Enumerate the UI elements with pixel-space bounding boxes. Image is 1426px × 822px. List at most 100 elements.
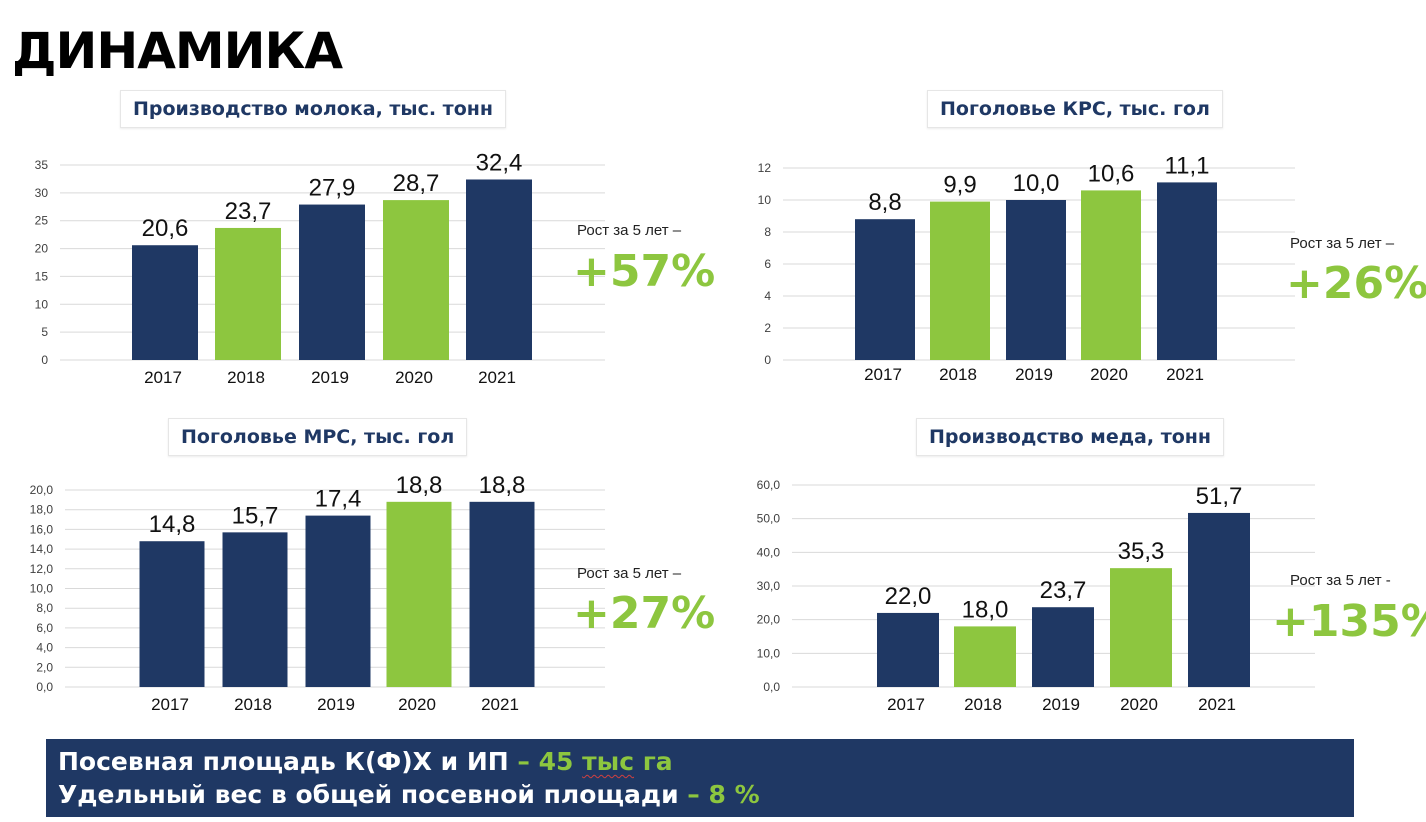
- y-tick-label: 2: [764, 321, 771, 335]
- bar-2018: [954, 626, 1016, 687]
- data-label-2021: 18,8: [479, 472, 526, 499]
- bar-2018: [215, 227, 281, 360]
- y-tick-label: 6,0: [36, 621, 53, 635]
- y-tick-label: 35: [35, 158, 49, 172]
- x-tick-label-2017: 2017: [151, 695, 189, 714]
- milk-growth-label: Рост за 5 лет –: [577, 222, 682, 239]
- data-label-2020: 28,7: [393, 170, 440, 197]
- y-tick-label: 15: [35, 269, 49, 283]
- share-value: – 8 %: [678, 780, 760, 809]
- milk-chart-title: Производство молока, тыс. тонн: [120, 90, 507, 128]
- sown-area-line: Посевная площадь К(Ф)Х и ИП – 45 тыс га: [58, 749, 673, 774]
- y-tick-label: 6: [764, 257, 771, 271]
- page-title: ДИНАМИКА: [12, 22, 343, 80]
- bar-2021: [1188, 512, 1250, 687]
- x-tick-label-2018: 2018: [939, 365, 977, 384]
- honey-growth-value: +135%: [1272, 596, 1426, 647]
- y-tick-label: 0: [41, 353, 48, 367]
- bar-2018: [222, 532, 288, 687]
- x-tick-label-2018: 2018: [234, 695, 272, 714]
- bar-2021: [1157, 182, 1217, 360]
- bar-2020: [383, 200, 449, 360]
- bar-2017: [132, 245, 198, 360]
- y-tick-label: 20,0: [757, 613, 781, 627]
- bar-2019: [1006, 200, 1066, 360]
- cattle-chart-title: Поголовье КРС, тыс. гол: [927, 90, 1223, 128]
- share-line: Удельный вес в общей посевной площади – …: [58, 782, 760, 807]
- bar-2017: [855, 219, 915, 360]
- bar-2019: [1032, 607, 1094, 687]
- y-tick-label: 8,0: [36, 601, 53, 615]
- data-label-2021: 11,1: [1165, 152, 1210, 179]
- y-tick-label: 10,0: [757, 646, 781, 660]
- x-tick-label-2017: 2017: [887, 695, 925, 714]
- bar-2020: [1110, 568, 1172, 687]
- y-tick-label: 2,0: [36, 660, 53, 674]
- x-tick-label-2018: 2018: [964, 695, 1002, 714]
- bar-2021: [466, 179, 532, 360]
- x-tick-label-2020: 2020: [398, 695, 436, 714]
- milk-chart: 0 5 10 15 20 25 30 35 20,6 2017 23,7 2018 27,9 2019 28…: [35, 149, 605, 387]
- y-tick-label: 40,0: [757, 545, 781, 559]
- small-cattle-growth-value: +27%: [573, 588, 716, 639]
- data-label-2018: 9,9: [943, 172, 976, 199]
- y-tick-label: 20,0: [30, 483, 54, 497]
- small-cattle-chart: 0,0 2,0 4,0 6,0 8,0 10,0 12,0 14,0 16,0 18,0 20,0 1…: [30, 472, 605, 714]
- y-tick-label: 12: [758, 161, 772, 175]
- y-tick-label: 25: [35, 214, 49, 228]
- data-label-2018: 18,0: [962, 596, 1009, 623]
- data-label-2017: 22,0: [885, 583, 932, 610]
- y-tick-label: 14,0: [30, 542, 54, 556]
- share-text: Удельный вес в общей посевной площади: [58, 780, 679, 809]
- sown-area-unit-ha: га: [634, 747, 673, 776]
- data-label-2021: 51,7: [1196, 483, 1243, 510]
- data-label-2019: 27,9: [309, 175, 356, 202]
- honey-chart-title: Производство меда, тонн: [916, 418, 1225, 456]
- bar-2017: [139, 541, 205, 687]
- sown-area-text: Посевная площадь К(Ф)Х и ИП: [58, 747, 509, 776]
- y-tick-label: 50,0: [757, 512, 781, 526]
- x-tick-label-2021: 2021: [1198, 695, 1236, 714]
- y-tick-label: 5: [41, 325, 48, 339]
- x-tick-label-2018: 2018: [227, 368, 265, 387]
- cattle-growth-label: Рост за 5 лет –: [1290, 235, 1395, 252]
- y-tick-label: 30: [35, 186, 49, 200]
- cattle-growth-value: +26%: [1286, 258, 1426, 309]
- y-tick-label: 0,0: [36, 680, 53, 694]
- y-tick-label: 8: [764, 225, 771, 239]
- milk-growth-value: +57%: [573, 246, 716, 297]
- bar-2019: [305, 515, 371, 687]
- x-tick-label-2020: 2020: [395, 368, 433, 387]
- x-tick-label-2021: 2021: [1166, 365, 1204, 384]
- x-tick-label-2019: 2019: [1015, 365, 1053, 384]
- y-tick-label: 20: [35, 242, 49, 256]
- x-tick-label-2019: 2019: [317, 695, 355, 714]
- honey-growth-label: Рост за 5 лет -: [1290, 572, 1391, 589]
- bar-2020: [386, 501, 452, 687]
- x-tick-label-2020: 2020: [1090, 365, 1128, 384]
- data-label-2020: 10,6: [1088, 160, 1135, 187]
- data-label-2020: 18,8: [396, 472, 443, 499]
- data-label-2017: 20,6: [142, 215, 189, 242]
- honey-chart: 0,0 10,0 20,0 30,0 40,0 50,0 60,0 22,0 2017 18,0 2…: [757, 478, 1315, 714]
- y-tick-label: 10: [758, 193, 772, 207]
- small-cattle-growth-label: Рост за 5 лет –: [577, 565, 682, 582]
- x-tick-label-2017: 2017: [864, 365, 902, 384]
- data-label-2019: 10,0: [1013, 170, 1060, 197]
- y-tick-label: 4,0: [36, 641, 53, 655]
- data-label-2018: 23,7: [225, 198, 272, 225]
- sown-area-dash-value: – 45: [508, 747, 583, 776]
- bar-2018: [930, 201, 990, 360]
- data-label-2021: 32,4: [476, 149, 523, 176]
- y-tick-label: 60,0: [757, 478, 781, 492]
- data-label-2017: 8,8: [868, 189, 901, 216]
- y-tick-label: 0: [764, 353, 771, 367]
- bar-2021: [469, 501, 535, 687]
- data-label-2018: 15,7: [232, 502, 279, 529]
- y-tick-label: 0,0: [763, 680, 780, 694]
- x-tick-label-2021: 2021: [478, 368, 516, 387]
- small-cattle-chart-title: Поголовье МРС, тыс. гол: [168, 418, 468, 456]
- x-tick-label-2017: 2017: [144, 368, 182, 387]
- bar-2019: [299, 204, 365, 360]
- data-label-2019: 17,4: [315, 486, 362, 513]
